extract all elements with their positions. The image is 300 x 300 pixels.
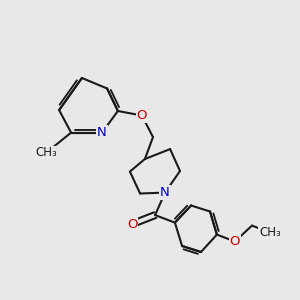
- Text: CH₃: CH₃: [259, 226, 281, 239]
- Text: O: O: [127, 218, 137, 231]
- Text: N: N: [160, 186, 170, 199]
- Text: O: O: [230, 235, 240, 248]
- Text: N: N: [97, 126, 107, 139]
- Text: CH₃: CH₃: [35, 146, 57, 160]
- Text: O: O: [137, 109, 147, 122]
